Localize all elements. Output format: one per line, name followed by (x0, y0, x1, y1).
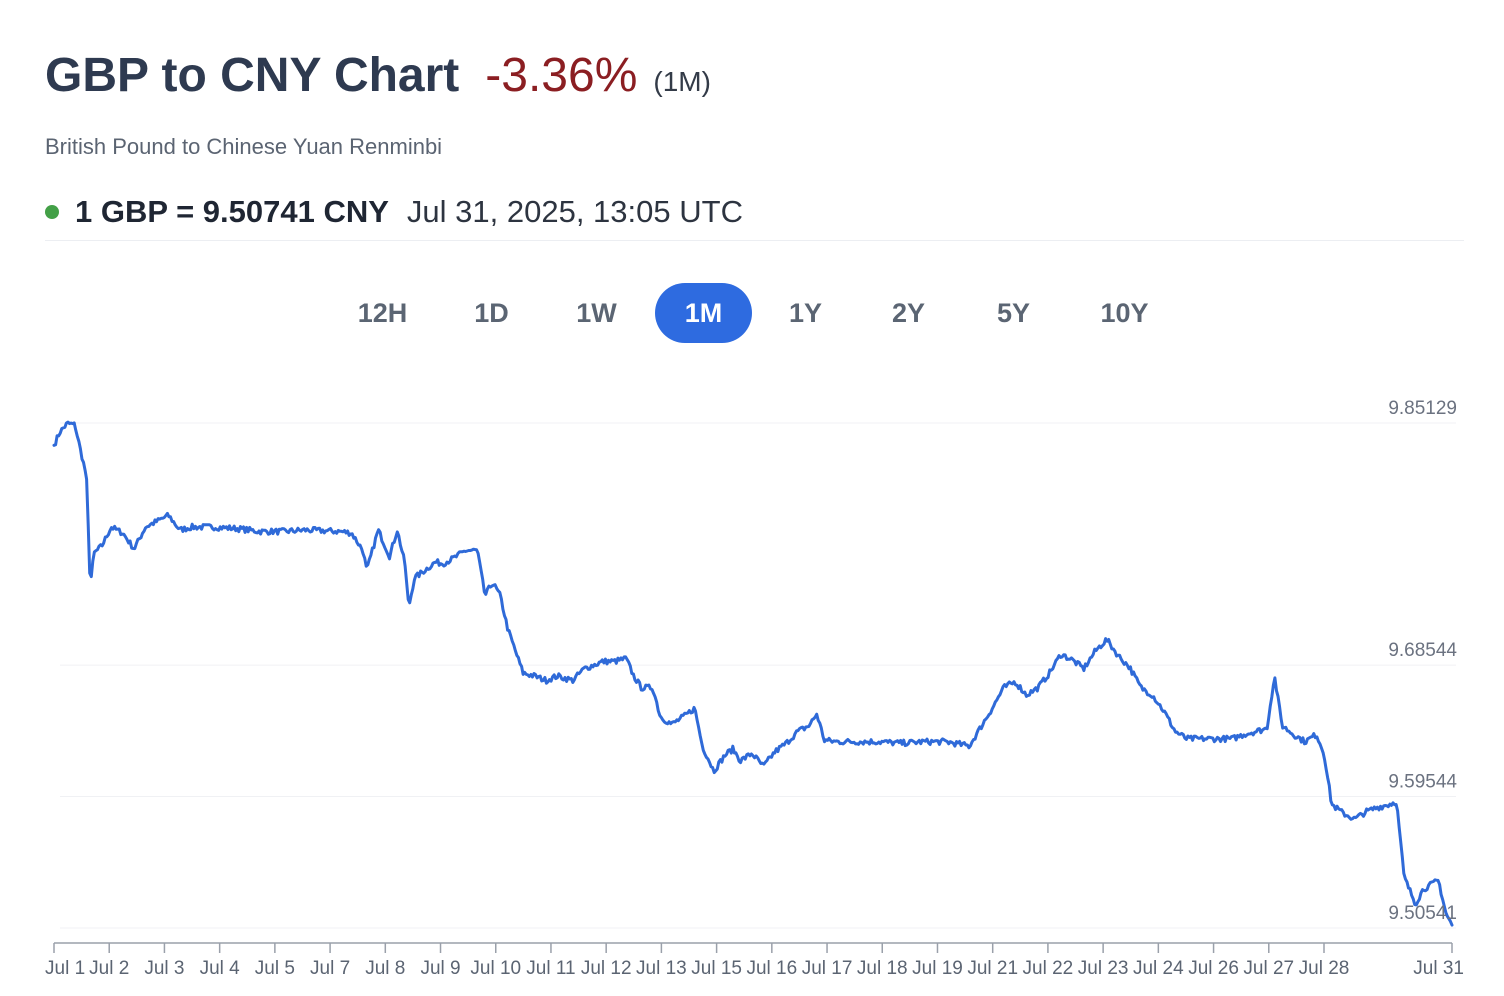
tab-1d[interactable]: 1D (474, 298, 509, 328)
x-tick-label: Jul 26 (1188, 958, 1239, 979)
x-tick-label: Jul 3 (144, 958, 184, 979)
current-rate: 1 GBP = 9.50741 CNY (75, 194, 389, 229)
change-percent: -3.36% (485, 49, 638, 102)
x-tick-label: Jul 24 (1133, 958, 1184, 979)
header-divider (45, 240, 1464, 241)
x-tick-label: Jul 11 (526, 958, 575, 979)
current-rate-row: 1 GBP = 9.50741 CNY Jul 31, 2025, 13:05 … (45, 192, 743, 232)
rate-timestamp: Jul 31, 2025, 13:05 UTC (406, 194, 743, 229)
y-tick-label: 9.59544 (1388, 772, 1457, 793)
y-tick-label: 9.68544 (1388, 640, 1457, 661)
x-tick-label: Jul 18 (857, 958, 908, 979)
tab-12h[interactable]: 12H (357, 298, 408, 328)
x-tick-label: Jul 22 (1023, 958, 1074, 979)
x-tick-label: Jul 2 (89, 958, 129, 979)
x-tick-label: Jul 15 (691, 958, 742, 979)
x-tick-label: Jul 8 (365, 958, 405, 979)
x-tick-label: Jul 19 (912, 958, 963, 979)
tab-10y[interactable]: 10Y (1100, 298, 1149, 328)
rate-series-line (52, 420, 1454, 927)
tab-1m[interactable]: 1M (655, 283, 752, 343)
x-tick-label: Jul 7 (310, 958, 350, 979)
currency-pair-subtitle: British Pound to Chinese Yuan Renminbi (45, 134, 443, 159)
x-tick-label: Jul 13 (636, 958, 687, 979)
x-tick-label: Jul 4 (200, 958, 241, 979)
x-tick-label: Jul 27 (1243, 958, 1294, 979)
x-tick-label: Jul 10 (470, 958, 521, 979)
tab-1w[interactable]: 1W (576, 298, 617, 328)
x-tick-label: Jul 28 (1299, 958, 1350, 979)
page-title: GBP to CNY Chart (45, 49, 460, 102)
x-tick-label: Jul 21 (967, 958, 1018, 979)
change-period: (1M) (653, 66, 711, 97)
x-tick-label: Jul 9 (420, 958, 460, 979)
live-status-dot-icon (45, 205, 59, 219)
y-tick-label: 9.50541 (1388, 903, 1457, 924)
tab-5y[interactable]: 5Y (996, 298, 1031, 328)
x-tick-label: Jul 1 (45, 958, 85, 979)
x-tick-label: Jul 16 (746, 958, 797, 979)
x-tick-label: Jul 17 (802, 958, 853, 979)
title-row: GBP to CNY Chart -3.36% (1M) (45, 48, 711, 112)
tab-1y[interactable]: 1Y (788, 298, 823, 328)
x-tick-label: Jul 31 (1413, 958, 1464, 979)
x-tick-label: Jul 23 (1078, 958, 1129, 979)
time-range-tabs: 12H 1D 1W 1M 1Y 2Y 5Y 10Y (0, 283, 1504, 343)
y-tick-label: 9.85129 (1388, 398, 1457, 419)
x-tick-label: Jul 5 (255, 958, 295, 979)
x-tick-label: Jul 12 (581, 958, 632, 979)
tab-2y[interactable]: 2Y (891, 298, 926, 328)
exchange-rate-chart[interactable]: 9.85129 9.68544 9.59544 9.50541 Jul 1 Jul 2 Ju… (0, 380, 1504, 996)
